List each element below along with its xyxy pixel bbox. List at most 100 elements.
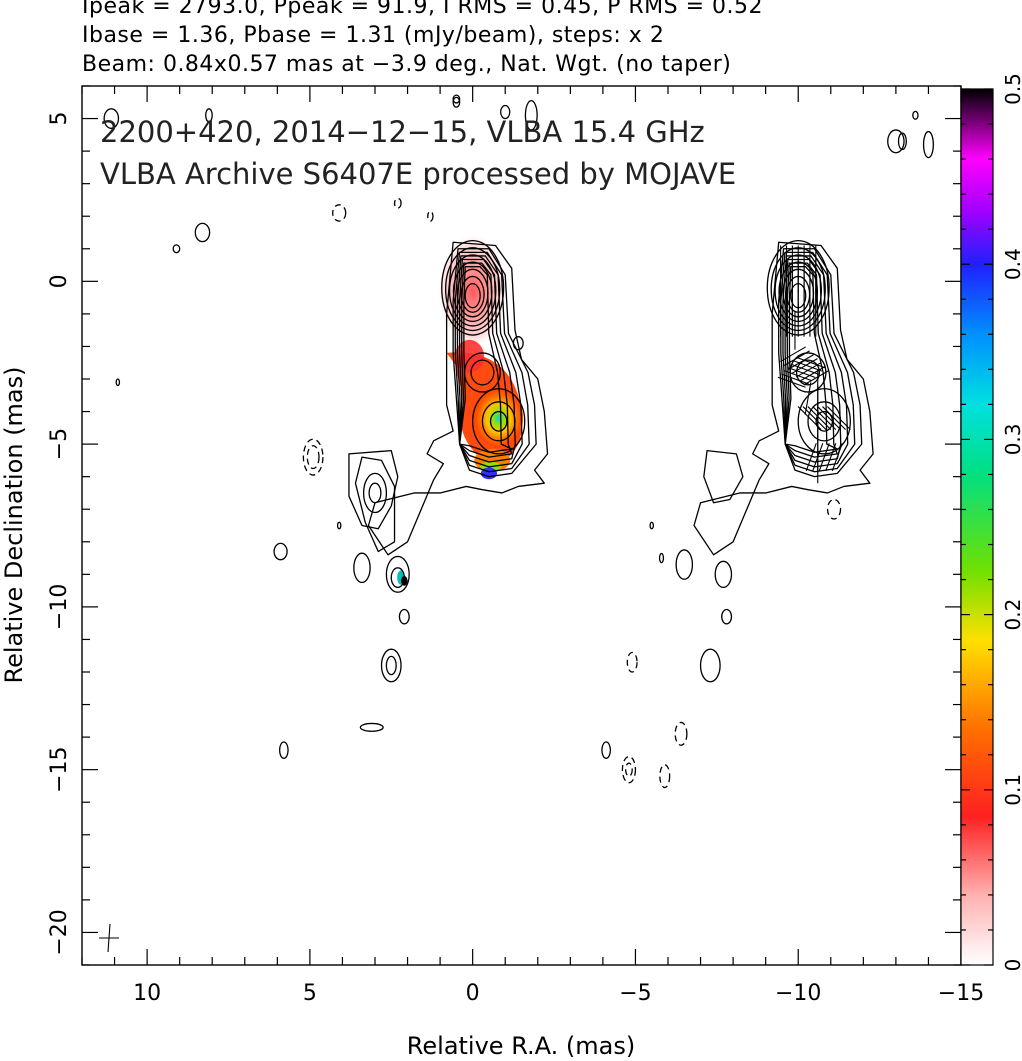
x-tick-labels: 10 5 0 −5 −10 −15 bbox=[133, 981, 984, 1006]
contour bbox=[658, 552, 665, 564]
core-contour bbox=[441, 239, 505, 336]
contour bbox=[714, 560, 733, 589]
x-tick-label: 5 bbox=[303, 981, 317, 1006]
dashed-contour bbox=[659, 764, 671, 789]
y-tick-label: −20 bbox=[47, 909, 72, 955]
y-axis-ticks bbox=[82, 85, 961, 966]
colorbar-tick-label: 0.5 bbox=[1001, 73, 1022, 105]
y-tick-label: −10 bbox=[47, 584, 72, 630]
polarization-vector bbox=[805, 443, 817, 472]
contour bbox=[452, 248, 537, 478]
contour bbox=[354, 456, 396, 553]
contour bbox=[359, 722, 384, 732]
intensity-contours bbox=[103, 94, 934, 789]
polarization-vector bbox=[790, 363, 819, 375]
polarization-vector bbox=[831, 443, 843, 472]
contour bbox=[887, 129, 905, 154]
header-line-3: Beam: 0.84x0.57 mas at −3.9 deg., Nat. W… bbox=[82, 52, 732, 77]
y-tick-label: −5 bbox=[47, 428, 72, 460]
contour bbox=[353, 552, 371, 584]
x-tick-label: −10 bbox=[775, 981, 821, 1006]
contour bbox=[278, 741, 289, 759]
dashed-contour bbox=[621, 755, 637, 784]
polarization-vector bbox=[827, 406, 851, 430]
polarization-vector bbox=[825, 443, 837, 472]
contour bbox=[194, 222, 211, 243]
dashed-contour bbox=[393, 197, 402, 209]
contour bbox=[797, 388, 851, 455]
contour bbox=[115, 378, 121, 387]
y-tick-label: 0 bbox=[47, 274, 72, 288]
dashed-contour bbox=[625, 762, 633, 777]
x-axis-ticks bbox=[81, 86, 962, 965]
polarization-vector bbox=[780, 346, 806, 363]
dashed-contour bbox=[427, 210, 434, 222]
core-contour bbox=[452, 261, 493, 323]
polarization-vector bbox=[787, 354, 814, 370]
core-contour bbox=[460, 275, 485, 313]
x-tick-label: 10 bbox=[133, 981, 161, 1006]
contour bbox=[385, 655, 397, 676]
beam-marker bbox=[107, 923, 111, 953]
y-tick-labels: 5 0 −5 −10 −15 −20 bbox=[47, 112, 72, 956]
colorbar-tick-label: 0.3 bbox=[1001, 423, 1022, 455]
contour bbox=[103, 108, 120, 129]
polarization-vector bbox=[777, 376, 806, 388]
y-tick-label: −15 bbox=[47, 746, 72, 792]
contour bbox=[699, 648, 721, 683]
contour bbox=[385, 555, 410, 593]
contour bbox=[398, 608, 410, 625]
polarization-vector bbox=[807, 406, 832, 430]
polarization-vector bbox=[822, 406, 846, 430]
contour bbox=[273, 542, 288, 561]
polarization-vector bbox=[794, 360, 822, 372]
core-contour bbox=[444, 247, 501, 332]
contour bbox=[912, 110, 919, 120]
polarization-vector bbox=[787, 366, 816, 379]
colorbar-tick-label: 0.2 bbox=[1001, 599, 1022, 631]
polarization-vector bbox=[781, 373, 809, 385]
contour bbox=[452, 96, 461, 108]
chart-title: 2200+420, 2014−12−15, VLBA 15.4 GHz bbox=[100, 115, 705, 149]
contour bbox=[524, 100, 538, 131]
dashed-contour bbox=[332, 204, 347, 222]
contour bbox=[481, 401, 516, 442]
polarization-vector bbox=[799, 365, 826, 382]
hotspot-colormap bbox=[474, 388, 524, 448]
contour bbox=[512, 336, 524, 351]
core-contour bbox=[456, 268, 489, 318]
x-axis-label: Relative R.A. (mas) bbox=[407, 1032, 635, 1060]
dashed-contour bbox=[306, 445, 320, 470]
chart-subtitle: VLBA Archive S6407E processed by MOJAVE bbox=[100, 157, 736, 191]
header-line-1: Ipeak = 2793.0, Ppeak = 91.9, I RMS = 0.… bbox=[82, 0, 763, 19]
contour bbox=[807, 401, 842, 442]
contour bbox=[470, 359, 495, 386]
polarization-vector bbox=[804, 382, 812, 415]
y-axis-label: Relative Declination (mas) bbox=[0, 366, 28, 683]
polarization-vector bbox=[812, 406, 837, 430]
contour bbox=[452, 94, 461, 104]
polarization-vector bbox=[818, 443, 830, 472]
core-contour bbox=[448, 254, 497, 327]
contour bbox=[472, 388, 526, 455]
colorbar-ticks bbox=[961, 88, 993, 966]
core-contour bbox=[464, 282, 481, 309]
polarization-vector bbox=[802, 406, 827, 430]
contour bbox=[675, 549, 694, 580]
core-colormap bbox=[436, 232, 509, 350]
polarization-vectors bbox=[99, 245, 851, 953]
x-tick-label: −5 bbox=[619, 981, 651, 1006]
contour bbox=[721, 608, 733, 625]
contour bbox=[649, 521, 654, 530]
contour bbox=[500, 104, 511, 120]
contour bbox=[390, 567, 405, 589]
contour bbox=[205, 108, 213, 123]
contour bbox=[601, 741, 612, 759]
contour bbox=[336, 521, 342, 530]
header-line-2: Ibase = 1.36, Pbase = 1.31 (mJy/beam), s… bbox=[82, 23, 665, 48]
contour bbox=[380, 648, 402, 683]
contour bbox=[463, 352, 501, 393]
colorbar-frame bbox=[960, 88, 994, 966]
